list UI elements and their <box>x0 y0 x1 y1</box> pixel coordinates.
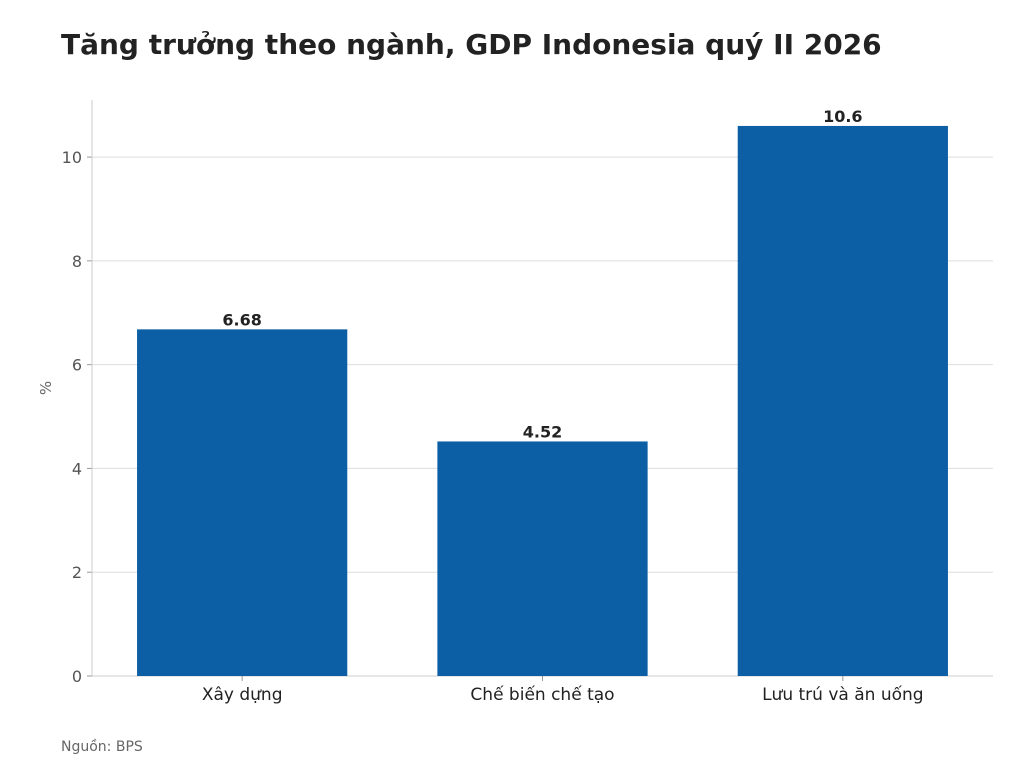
x-tick-label: Lưu trú và ăn uống <box>762 684 923 705</box>
bar <box>737 125 948 677</box>
chart-title: Tăng trưởng theo ngành, GDP Indonesia qu… <box>61 28 882 61</box>
bars <box>137 125 948 677</box>
y-tick-label: 2 <box>72 563 82 582</box>
y-tick-label: 0 <box>72 667 82 686</box>
y-tick-label: 6 <box>72 356 82 375</box>
data-labels: 6.68 4.52 10.6 <box>222 107 862 442</box>
bar <box>437 441 648 676</box>
bar <box>137 329 348 676</box>
source-note: Nguồn: BPS <box>61 739 143 755</box>
x-tick-label: Xây dựng <box>202 685 283 705</box>
data-label: 10.6 <box>823 107 862 126</box>
y-axis-label: % <box>37 381 55 395</box>
data-label: 4.52 <box>523 422 562 441</box>
data-label: 6.68 <box>222 310 261 329</box>
y-tick-label: 10 <box>62 148 82 167</box>
x-tick-label: Chế biến chế tạo <box>470 684 614 705</box>
tick-labels: 0 2 4 6 8 10 Xây dựng Chế biến chế tạo Lưu trú v… <box>62 148 924 705</box>
y-tick-label: 4 <box>72 459 82 478</box>
y-tick-label: 8 <box>72 252 82 271</box>
